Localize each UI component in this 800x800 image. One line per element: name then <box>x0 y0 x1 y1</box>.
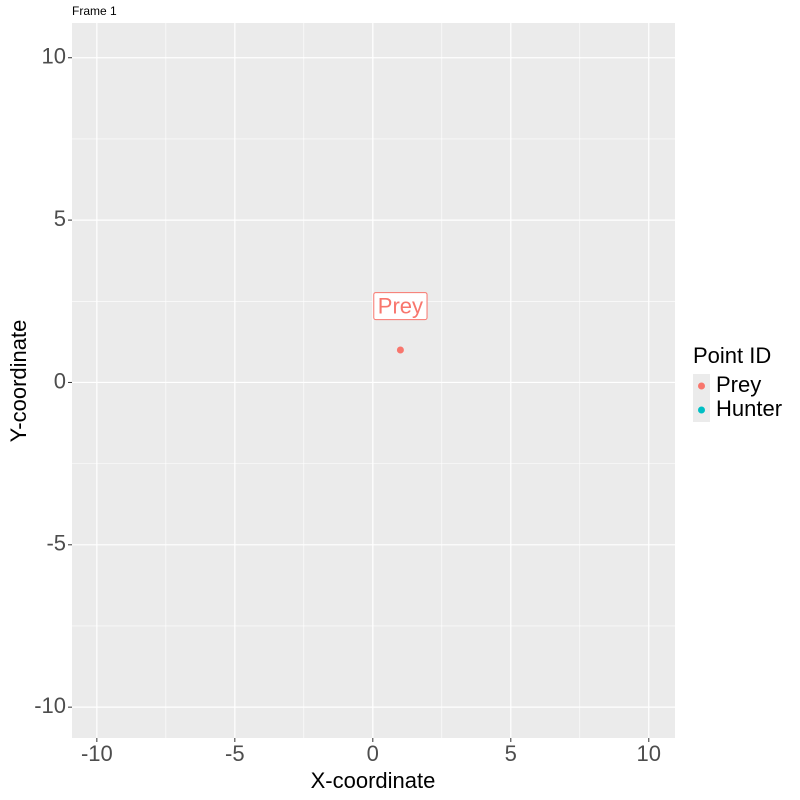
chart-title: Frame 1 <box>72 4 117 18</box>
legend-title: Point ID <box>693 343 771 368</box>
y-axis-label: Y-coordinate <box>6 320 31 443</box>
legend-label: Prey <box>716 372 761 397</box>
annotation-box <box>373 292 428 321</box>
plot-panel <box>72 23 675 738</box>
y-tick-label: 5 <box>54 206 66 231</box>
point <box>396 346 404 354</box>
legend-marker <box>698 406 705 414</box>
y-tick-label: -5 <box>46 531 66 556</box>
x-tick-label: -5 <box>225 741 245 766</box>
y-tick-label: 10 <box>42 44 66 69</box>
legend-marker <box>698 382 705 390</box>
x-tick-label: 5 <box>505 741 517 766</box>
x-tick-label: -10 <box>81 741 113 766</box>
legend-label: Hunter <box>716 396 782 421</box>
y-tick-label: -10 <box>34 693 66 718</box>
annotation-label: Prey <box>378 294 423 319</box>
annotation: Prey <box>373 292 428 321</box>
x-tick-label: 10 <box>637 741 661 766</box>
x-tick-label: 0 <box>367 741 379 766</box>
y-tick-label: 0 <box>54 368 66 393</box>
x-axis-label: X-coordinate <box>311 768 436 793</box>
